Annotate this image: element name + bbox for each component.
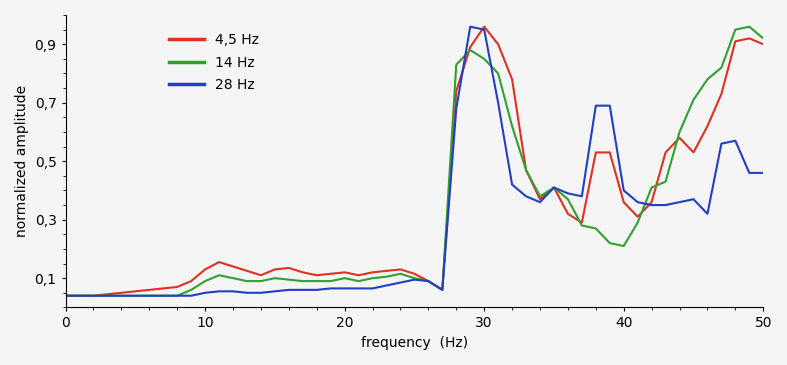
14 Hz (730, 27, 740, 32)
28 Hz (61, 293, 70, 298)
14 Hz (284, 277, 294, 282)
4,5 Hz (479, 24, 489, 29)
14 Hz (214, 273, 224, 277)
14 Hz (521, 168, 530, 172)
28 Hz (214, 289, 224, 293)
28 Hz (270, 289, 279, 293)
28 Hz (535, 200, 545, 204)
Line: 28 Hz: 28 Hz (65, 27, 763, 296)
14 Hz (270, 276, 279, 280)
14 Hz (61, 293, 70, 298)
X-axis label: frequency  (Hz): frequency (Hz) (361, 336, 468, 350)
14 Hz (563, 197, 573, 201)
Line: 4,5 Hz: 4,5 Hz (65, 27, 763, 296)
28 Hz (759, 171, 768, 175)
4,5 Hz (214, 260, 224, 264)
14 Hz (759, 36, 768, 41)
Legend: 4,5 Hz, 14 Hz, 28 Hz: 4,5 Hz, 14 Hz, 28 Hz (163, 28, 264, 97)
28 Hz (465, 24, 475, 29)
4,5 Hz (270, 267, 279, 272)
28 Hz (577, 194, 586, 199)
4,5 Hz (745, 36, 754, 41)
14 Hz (745, 24, 754, 29)
4,5 Hz (759, 42, 768, 46)
Y-axis label: normalized amplitude: normalized amplitude (15, 85, 29, 237)
28 Hz (745, 171, 754, 175)
4,5 Hz (284, 266, 294, 270)
4,5 Hz (61, 293, 70, 298)
4,5 Hz (535, 197, 545, 201)
28 Hz (284, 288, 294, 292)
Line: 14 Hz: 14 Hz (65, 27, 763, 296)
4,5 Hz (577, 220, 586, 225)
